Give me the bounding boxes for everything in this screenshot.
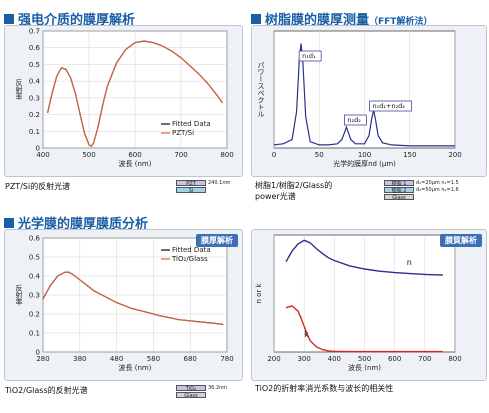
x-tick-label: 700: [418, 355, 431, 363]
layer-resin1-params: d₁=20μm n₁=1.5: [416, 179, 459, 186]
layer-tio2: TiO₂: [176, 384, 206, 392]
x-tick-label: 680: [184, 355, 197, 363]
layer-pzt: PZT: [176, 179, 206, 187]
y-tick-label: 0.3: [29, 94, 40, 102]
series-line-1: [285, 305, 443, 353]
legend-label: TiO₂/Glass: [171, 255, 208, 263]
x-axis-label: 波長 (nm): [348, 363, 381, 372]
layer-si: Si: [176, 186, 206, 194]
chart-panel-pzt: 0 0.1 0.2 0.3 0.4 0.5 0.6 0.7 400 500 600 700 800 波長 …: [4, 25, 243, 177]
x-tick-label: 780: [220, 355, 233, 363]
x-tick-label: 50: [315, 151, 324, 159]
section-marker-icon: [4, 14, 14, 24]
x-tick-label: 600: [128, 151, 141, 159]
series-label-k: k: [304, 330, 309, 339]
section-marker-icon: [4, 218, 14, 228]
y-tick-label: 0.7: [29, 28, 40, 36]
series-line-1: [47, 40, 223, 147]
peak-annotation-label: n₁d₁: [302, 52, 316, 60]
series-line-0: [285, 239, 443, 276]
x-tick-label: 800: [448, 355, 461, 363]
chart-tio2-nk: 200 300 400 500 600 700 800 波長 (nm) n or k n k: [255, 234, 462, 372]
x-tick-label: 100: [358, 151, 371, 159]
series-line-0: [273, 43, 455, 147]
section-title-optical: 光学膜的膜厚膜质分析: [4, 213, 148, 232]
layer-resin2-params: d₂=50μm n₂=1.6: [416, 186, 459, 193]
chart-tio2-reflectance: 0 0.1 0.2 0.3 0.4 0.5 0.6 280 380 480 580 680 780 波長 …: [15, 235, 234, 373]
layer-stack-tio2: TiO₂ 36.2nm Glass: [176, 384, 228, 399]
y-axis-label: パワースペクトル: [257, 62, 265, 118]
y-axis-label: 反射率: [15, 78, 23, 101]
y-tick-label: 0: [36, 145, 40, 153]
x-tick-label: 500: [358, 355, 371, 363]
y-tick-label: 0.1: [29, 330, 40, 338]
section-title-resin: 树脂膜的膜厚测量（FFT解析法）: [251, 9, 432, 28]
layer-resin1: 樹脂 1: [384, 179, 414, 187]
x-tick-label: 480: [110, 355, 123, 363]
x-tick-label: 200: [267, 355, 280, 363]
layer-glass: Glass: [176, 391, 206, 399]
section-title-ferroelectric: 强电介质的膜厚解析: [4, 9, 135, 28]
caption-resin-line1: 树脂1/树脂2/Glass的: [255, 181, 333, 190]
chart-panel-tio2: 0 0.1 0.2 0.3 0.4 0.5 0.6 280 380 480 580 680 780 波長 …: [4, 229, 243, 381]
peak-annotation-label: n₂d₂: [347, 116, 361, 124]
peak-annotation-label: n₁d₁+n₂d₂: [373, 102, 406, 110]
x-axis-label: 波長 (nm): [119, 363, 152, 372]
y-tick-label: 0.1: [29, 128, 40, 136]
peak-annotation-box: [344, 114, 367, 126]
y-tick-label: 0: [36, 349, 40, 357]
y-tick-label: 0.2: [29, 311, 40, 319]
x-tick-label: 380: [73, 355, 86, 363]
x-tick-label: 600: [388, 355, 401, 363]
film-quality-analysis-tag: 膜質解析: [440, 234, 482, 247]
y-tick-label: 0.2: [29, 111, 40, 119]
layer-stack-resin: 樹脂 1 d₁=20μm n₁=1.5 樹脂 2 d₂=50μm n₂=1.6 Gl…: [384, 179, 459, 201]
x-tick-label: 200: [448, 151, 461, 159]
legend-label: Fitted Data: [172, 120, 211, 128]
x-tick-label: 280: [36, 355, 49, 363]
layer-pzt-thickness: 240.1nm: [208, 179, 231, 186]
chart-resin-power-spectrum: 0 50 100 150 200 光学的膜厚nd (μm) パワースペクトル n₁d₁ n₂d₂…: [257, 30, 462, 168]
y-tick-label: 0.5: [29, 61, 40, 69]
x-tick-label: 580: [147, 355, 160, 363]
x-axis-label: 波長 (nm): [119, 159, 152, 168]
y-tick-label: 0.4: [29, 78, 41, 86]
y-tick-label: 0.6: [29, 44, 41, 52]
y-tick-label: 0.3: [29, 292, 40, 300]
layer-tio2-thickness: 36.2nm: [208, 384, 228, 391]
series-label-n: n: [407, 258, 412, 267]
y-tick-label: 0.4: [29, 273, 41, 281]
y-tick-label: 0.6: [29, 235, 41, 243]
caption-resin-line2: power光谱: [255, 192, 296, 201]
caption-nk: TiO2的折射率消光系数与波长的相关性: [255, 384, 394, 393]
chart-panel-resin: 0 50 100 150 200 光学的膜厚nd (μm) パワースペクトル n₁d₁ n₂d₂…: [251, 25, 487, 177]
y-tick-label: 0.5: [29, 254, 40, 262]
x-tick-label: 300: [297, 355, 310, 363]
x-tick-label: 500: [82, 151, 95, 159]
x-tick-label: 150: [403, 151, 416, 159]
layer-stack-pzt: PZT 240.1nm Si: [176, 179, 231, 194]
peak-annotation-box: [298, 50, 322, 62]
chart-pzt-reflectance: 0 0.1 0.2 0.3 0.4 0.5 0.6 0.7 400 500 600 700 800 波長 …: [15, 28, 234, 169]
y-axis-label: n or k: [255, 283, 263, 304]
x-tick-label: 400: [36, 151, 49, 159]
y-axis-label: 反射率: [15, 284, 23, 307]
x-tick-label: 0: [272, 151, 276, 159]
film-thickness-analysis-tag: 膜厚解析: [196, 234, 238, 247]
x-tick-label: 700: [174, 151, 187, 159]
peak-annotation-box: [369, 100, 412, 112]
x-tick-label: 400: [328, 355, 341, 363]
caption-pzt: PZT/Si的反射光谱: [5, 182, 71, 191]
series-line-1: [42, 271, 224, 325]
caption-tio2: TiO2/Glass的反射光谱: [5, 386, 88, 395]
legend-label: PZT/Si: [172, 129, 194, 137]
x-tick-label: 800: [220, 151, 233, 159]
legend-label: Fitted Data: [172, 246, 211, 254]
layer-resin2: 樹脂 2: [384, 186, 414, 194]
layer-glass: Glass: [384, 193, 414, 201]
x-axis-label: 光学的膜厚nd (μm): [333, 159, 396, 168]
chart-panel-nk: 200 300 400 500 600 700 800 波長 (nm) n or k n k 膜質解…: [251, 229, 487, 381]
section-marker-icon: [251, 14, 261, 24]
